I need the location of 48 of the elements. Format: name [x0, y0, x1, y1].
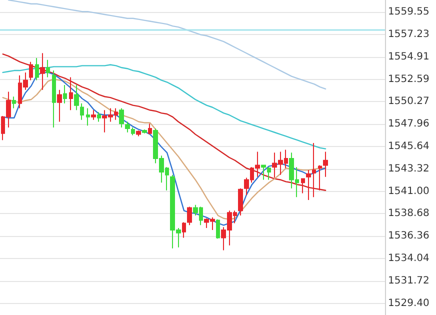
candlestick	[125, 121, 130, 133]
y-tick-label: 1538.68	[388, 208, 430, 220]
candlestick	[301, 178, 305, 194]
y-tick-label: 1554.91	[388, 51, 430, 62]
candlestick	[182, 222, 186, 238]
candlestick	[148, 123, 152, 135]
y-tick-label: 1559.55	[388, 6, 430, 18]
y-tick-label: 1547.96	[388, 118, 430, 130]
candlestick	[216, 218, 220, 240]
candlestick	[35, 57, 39, 81]
candlestick	[136, 130, 141, 137]
line-series	[2, 54, 326, 191]
y-tick-label: 1531.72	[388, 275, 430, 286]
y-tick-label: 1529.40	[388, 298, 430, 309]
candlestick	[131, 127, 135, 136]
y-tick-label: 1534.04	[388, 253, 430, 264]
line-series	[8, 0, 326, 90]
candlestick	[74, 84, 79, 111]
candlestick	[12, 96, 16, 109]
candlestick	[323, 151, 328, 178]
candlestick	[312, 142, 316, 198]
y-tick-label: 1545.64	[388, 140, 430, 152]
candlestick	[29, 61, 33, 81]
candlestick	[318, 164, 322, 191]
candlestick	[57, 89, 62, 122]
candlestick	[46, 59, 50, 78]
y-tick-label: 1543.32	[388, 163, 430, 174]
candlestick	[261, 164, 266, 180]
y-tick-label: 1550.27	[388, 96, 430, 108]
candlestick	[40, 52, 45, 90]
candlestick	[119, 108, 124, 128]
candlestick	[80, 102, 84, 120]
y-tick-label: 1557.23	[388, 28, 430, 40]
candlestick	[306, 170, 311, 201]
y-tick-label: 1536.36	[388, 230, 430, 242]
candlestick	[267, 166, 271, 180]
candlestick	[63, 84, 67, 104]
y-tick-label: 1541.00	[388, 186, 430, 197]
y-tick-label: 1552.59	[388, 74, 430, 85]
candlestick	[238, 188, 243, 216]
candlestick	[187, 206, 192, 226]
candlestick	[52, 70, 56, 128]
candlestick	[86, 108, 90, 126]
candlestick	[97, 112, 101, 122]
candlestick	[91, 110, 96, 120]
candlestick	[142, 128, 147, 134]
line-series	[2, 64, 326, 150]
candlestick	[69, 76, 73, 111]
